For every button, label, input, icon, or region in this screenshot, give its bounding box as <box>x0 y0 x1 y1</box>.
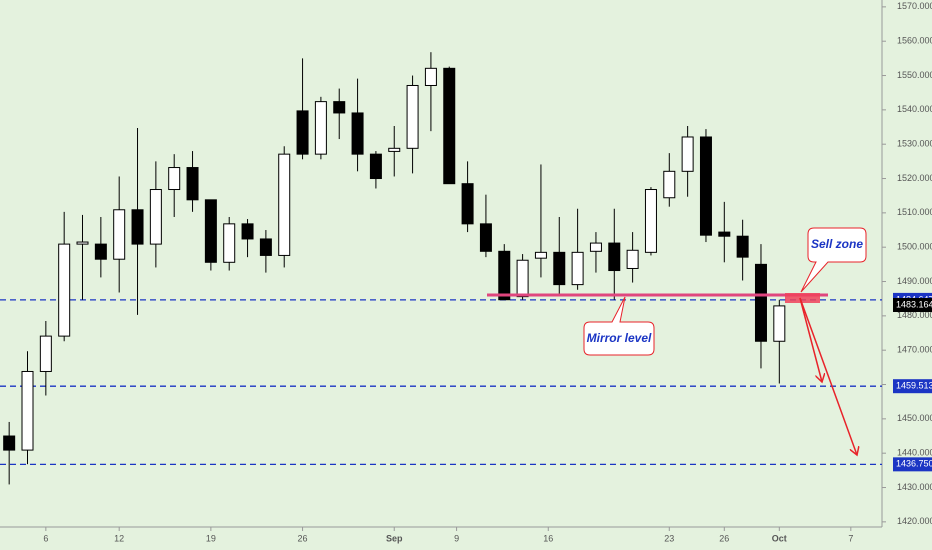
arrow <box>799 297 857 455</box>
candle-body <box>718 231 731 237</box>
candle-body <box>388 147 401 152</box>
candle-body <box>699 136 712 236</box>
candle-body <box>314 101 327 155</box>
x-tick-label: 16 <box>543 533 553 543</box>
candle-body <box>58 243 71 337</box>
candle-body <box>443 67 456 185</box>
price-label-box <box>893 297 932 312</box>
callout <box>583 296 655 356</box>
candle-body <box>406 84 419 149</box>
candle-body <box>131 209 144 245</box>
candle-body <box>663 170 676 199</box>
annotation: Mirror level <box>587 331 652 345</box>
candle-body <box>498 250 511 301</box>
x-tick-label: 23 <box>664 533 674 543</box>
candle-body <box>223 223 236 263</box>
candle-body <box>168 167 181 191</box>
arrow <box>799 297 822 382</box>
level-label: 1436.750 <box>896 459 932 469</box>
candle-body <box>754 263 767 342</box>
candle-body <box>461 183 474 225</box>
y-tick-label: 1560.000 <box>897 36 932 46</box>
y-tick-label: 1420.000 <box>897 516 932 526</box>
y-tick-label: 1450.000 <box>897 413 932 423</box>
candle-body <box>534 251 547 259</box>
y-tick-label: 1520.000 <box>897 173 932 183</box>
candle-body <box>571 251 584 286</box>
x-tick-label: Oct <box>772 533 787 543</box>
x-tick-label: 12 <box>114 533 124 543</box>
candle-body <box>553 251 566 286</box>
candle-body <box>773 305 786 342</box>
candle-body <box>204 199 217 263</box>
candle-body <box>479 223 492 252</box>
candle-body <box>608 242 621 272</box>
x-tick-label: 6 <box>43 533 48 543</box>
annotation: Sell zone <box>811 237 863 251</box>
candle-body <box>76 241 89 245</box>
candle-body <box>424 67 437 86</box>
candle-body <box>259 238 272 256</box>
y-tick-label: 1550.000 <box>897 70 932 80</box>
level-label-box <box>893 379 932 394</box>
candle-body <box>94 243 107 260</box>
level-label: 1459.513 <box>896 381 932 391</box>
callout <box>800 227 867 293</box>
x-tick-label: 9 <box>454 533 459 543</box>
x-tick-label: 26 <box>298 533 308 543</box>
candle-body <box>296 110 309 155</box>
sell-zone-box <box>785 293 820 303</box>
candle-body <box>278 153 291 256</box>
y-tick-label: 1440.000 <box>897 448 932 458</box>
candle-body <box>149 189 162 245</box>
candle-body <box>516 259 529 298</box>
x-tick-label: 26 <box>719 533 729 543</box>
y-tick-label: 1500.000 <box>897 242 932 252</box>
candle-body <box>21 370 34 451</box>
candle-body <box>369 153 382 180</box>
candle-body <box>333 101 346 114</box>
x-tick-label: 19 <box>206 533 216 543</box>
x-tick-label: Sep <box>386 533 403 543</box>
candle-body <box>589 242 602 252</box>
price-label: 1483.164 <box>896 299 932 309</box>
y-tick-label: 1430.000 <box>897 482 932 492</box>
level-label-box <box>893 457 932 472</box>
candle-body <box>186 167 199 201</box>
candle-body <box>39 335 52 372</box>
candle-body <box>644 189 657 253</box>
candle-body <box>241 223 254 240</box>
y-tick-label: 1570.000 <box>897 1 932 11</box>
y-tick-label: 1490.000 <box>897 276 932 286</box>
candle-body <box>736 235 749 258</box>
y-tick-label: 1470.000 <box>897 345 932 355</box>
y-tick-label: 1530.000 <box>897 139 932 149</box>
x-tick-label: 7 <box>848 533 853 543</box>
candle-body <box>681 136 694 172</box>
candle-body <box>3 435 16 451</box>
y-tick-label: 1510.000 <box>897 207 932 217</box>
candle-body <box>351 112 364 155</box>
candle-body <box>626 249 639 269</box>
y-tick-label: 1540.000 <box>897 104 932 114</box>
y-tick-label: 1480.000 <box>897 310 932 320</box>
candle-body <box>113 209 126 260</box>
